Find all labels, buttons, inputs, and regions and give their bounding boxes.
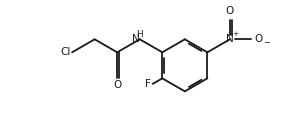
Text: +: + — [233, 31, 239, 37]
Text: Cl: Cl — [60, 47, 71, 57]
Text: N: N — [132, 34, 140, 44]
Text: O: O — [113, 80, 121, 90]
Text: H: H — [136, 30, 143, 39]
Text: O: O — [255, 34, 263, 44]
Text: N: N — [226, 34, 234, 44]
Text: F: F — [145, 79, 151, 89]
Text: O: O — [226, 6, 234, 16]
Text: −: − — [264, 39, 270, 48]
